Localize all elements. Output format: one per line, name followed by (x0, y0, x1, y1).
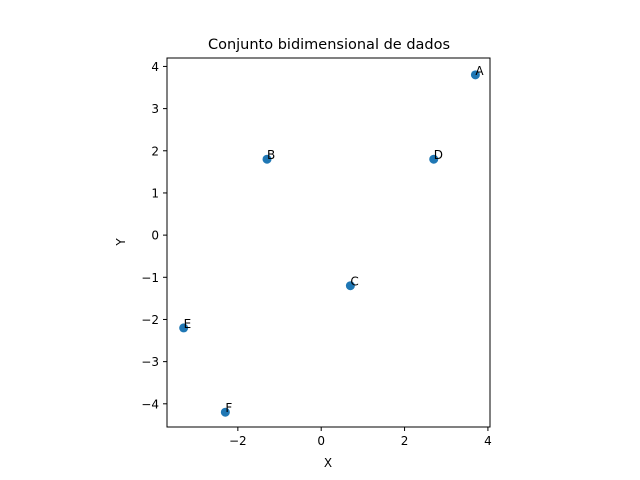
x-tick-label: −2 (229, 434, 247, 448)
point-label: B (267, 148, 275, 162)
y-tick-label: 1 (151, 186, 159, 200)
y-tick-label: −3 (141, 355, 159, 369)
point-label: C (350, 275, 358, 289)
x-tick-label: 0 (317, 434, 325, 448)
x-tick-label: 4 (484, 434, 492, 448)
y-axis-label: Y (114, 238, 128, 247)
scatter-point (179, 323, 189, 333)
scatter-point (429, 154, 439, 164)
scatter-point (470, 70, 480, 80)
x-axis-label: X (324, 456, 332, 470)
scatter-point (220, 407, 230, 417)
point-label: A (475, 64, 484, 78)
chart-title: Conjunto bidimensional de dados (208, 37, 450, 53)
point-label: E (184, 317, 192, 331)
point-label: F (225, 401, 232, 415)
data-points: A B C D E F (179, 64, 484, 417)
y-tick-label: −2 (141, 313, 159, 327)
y-tick-label: −1 (141, 271, 159, 285)
x-tick-label: 2 (401, 434, 409, 448)
plot-area (166, 57, 491, 428)
y-axis: −4 −3 −2 −1 0 1 2 3 4 (141, 60, 167, 411)
y-tick-label: 4 (151, 60, 159, 74)
point-label: D (434, 148, 443, 162)
scatter-point (345, 281, 355, 291)
y-tick-label: −4 (141, 397, 159, 411)
x-axis: −2 0 2 4 (229, 427, 492, 448)
y-tick-label: 0 (151, 229, 159, 243)
y-tick-label: 2 (151, 144, 159, 158)
scatter-point (262, 154, 272, 164)
y-tick-label: 3 (151, 102, 159, 116)
